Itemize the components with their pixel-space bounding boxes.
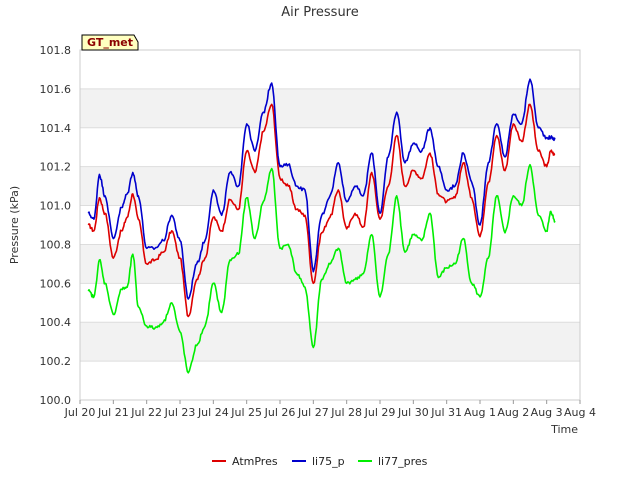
y-tick-label: 101.8 (40, 44, 72, 57)
background-bands (80, 88, 580, 362)
y-tick-label: 101.6 (40, 83, 72, 96)
series-line-atmpres (87, 103, 556, 318)
x-tick-label: Jul 21 (97, 406, 129, 419)
gridlines (80, 49, 580, 401)
legend-label: li77_pres (378, 455, 428, 468)
x-tick-label: Jul 31 (430, 406, 462, 419)
y-tick-label: 101.4 (40, 122, 72, 135)
y-axis: 100.0 100.2 100.4 100.6 100.8 101.0 101.2 101.4… (40, 44, 72, 407)
x-tick-label: Jul 28 (330, 406, 362, 419)
x-tick-label: Jul 20 (64, 406, 96, 419)
x-tick-label: Aug 4 (564, 406, 596, 419)
x-tick-label: Aug 3 (531, 406, 563, 419)
y-tick-label: 101.0 (40, 200, 72, 213)
legend: AtmPres li75_p li77_pres (212, 455, 428, 468)
x-tick-label: Jul 23 (164, 406, 196, 419)
x-tick-label: Jul 29 (364, 406, 396, 419)
y-tick-label: 100.6 (40, 277, 72, 290)
y-tick-label: 101.2 (40, 161, 72, 174)
x-tick-label: Jul 22 (130, 406, 162, 419)
background-band (80, 322, 580, 362)
x-tick-label: Aug 2 (497, 406, 529, 419)
x-tick-label: Aug 1 (464, 406, 496, 419)
y-tick-label: 100.4 (40, 316, 72, 329)
x-tick-label: Jul 26 (264, 406, 296, 419)
chart-title: Air Pressure (281, 5, 359, 20)
series-line-li75-p (87, 78, 556, 300)
x-tick-label: Jul 27 (297, 406, 329, 419)
plot-border (79, 49, 581, 401)
y-axis-title: Pressure (kPa) (8, 186, 21, 264)
y-tick-label: 100.0 (40, 394, 72, 407)
series-line-li77-pres (87, 163, 556, 374)
x-tick-label: Jul 24 (197, 406, 229, 419)
background-band (80, 88, 580, 128)
background-band (80, 166, 580, 206)
legend-label: AtmPres (232, 455, 278, 468)
x-axis: Jul 20 Jul 21 Jul 22 Jul 23 Jul 24 Jul 25 Jul … (64, 400, 596, 419)
series-lines (87, 78, 556, 374)
y-tick-label: 100.8 (40, 238, 72, 251)
y-tick-label: 100.2 (40, 355, 72, 368)
annotation-label: GT_met (87, 36, 133, 49)
legend-label: li75_p (312, 455, 345, 468)
x-axis-title: Time (550, 423, 578, 436)
x-tick-label: Jul 25 (230, 406, 262, 419)
annotation-box: GT_met (81, 34, 139, 51)
x-tick-label: Jul 30 (397, 406, 429, 419)
